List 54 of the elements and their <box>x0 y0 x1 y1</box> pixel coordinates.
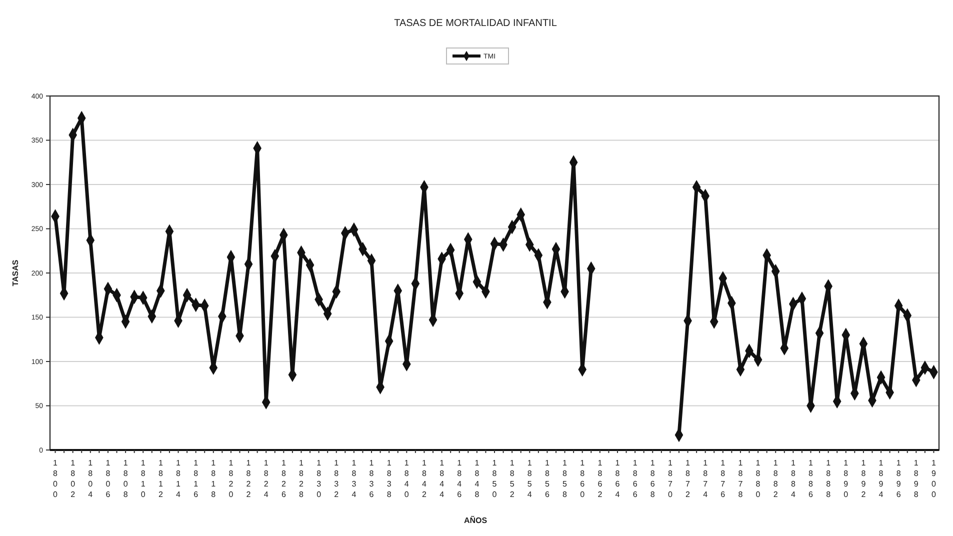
x-tick-label: 1814 <box>176 458 182 499</box>
x-tick-label: 1812 <box>158 458 164 499</box>
x-tick-label: 1874 <box>703 458 708 499</box>
x-tick-label: 1856 <box>544 458 550 499</box>
x-tick-label: 1882 <box>773 458 778 499</box>
x-tick-label: 1900 <box>932 458 937 499</box>
x-tick-label: 1890 <box>844 458 849 499</box>
x-tick-label: 1818 <box>211 458 216 499</box>
x-tick-label: 1844 <box>440 458 445 499</box>
x-tick-label: 1826 <box>281 458 286 499</box>
x-tick-label: 1884 <box>790 458 796 499</box>
x-tick-label: 1886 <box>808 458 814 499</box>
x-tick-label: 1888 <box>826 458 832 499</box>
x-tick-label: 1872 <box>686 458 691 499</box>
x-tick-label: 1806 <box>106 458 111 499</box>
y-axis-title: TASAS <box>11 259 20 286</box>
x-tick-label: 1854 <box>527 458 532 499</box>
x-tick-label: 1824 <box>264 458 269 499</box>
x-tick-label: 1870 <box>668 458 673 499</box>
x-tick-label: 1894 <box>878 458 884 499</box>
x-tick-label: 1862 <box>598 458 603 499</box>
x-tick-label: 1804 <box>88 458 94 499</box>
x-tick-label: 1836 <box>369 458 374 499</box>
x-tick-label: 1828 <box>299 458 304 499</box>
x-tick-label: 1852 <box>510 458 515 499</box>
x-tick-label: 1800 <box>53 458 58 499</box>
x-tick-label: 1832 <box>334 458 340 499</box>
x-tick-label: 1822 <box>246 458 252 499</box>
x-tick-label: 1896 <box>896 458 902 499</box>
x-tick-label: 1898 <box>914 458 919 499</box>
x-tick-label: 1860 <box>580 458 586 499</box>
x-tick-label: 1808 <box>123 458 128 499</box>
x-tick-label: 1892 <box>861 458 866 499</box>
x-tick-label: 1820 <box>228 458 234 499</box>
x-tick-label: 1834 <box>352 458 357 499</box>
x-tick-label: 1846 <box>457 458 462 499</box>
x-tick-label: 1840 <box>404 458 410 499</box>
x-tick-label: 1850 <box>492 458 498 499</box>
x-tick-label: 1866 <box>632 458 638 499</box>
x-tick-label: 1842 <box>422 458 427 499</box>
x-tick-label: 1838 <box>386 458 392 499</box>
x-tick-label: 1864 <box>615 458 620 499</box>
x-tick-label: 1848 <box>474 458 480 499</box>
x-tick-label: 1878 <box>738 458 744 499</box>
x-tick-label: 1802 <box>70 458 76 499</box>
x-tick-label: 1858 <box>562 458 568 499</box>
x-axis-title: AÑOS <box>464 515 488 525</box>
x-tick-label: 1830 <box>316 458 322 499</box>
x-tick-label: 1880 <box>756 458 761 499</box>
x-tick-label: 1876 <box>720 458 726 499</box>
chart-title: TASAS DE MORTALIDAD INFANTIL <box>394 18 558 29</box>
x-tick-label: 1868 <box>650 458 656 499</box>
x-tick-label: 1810 <box>140 458 146 499</box>
x-tick-label: 1816 <box>194 458 199 499</box>
